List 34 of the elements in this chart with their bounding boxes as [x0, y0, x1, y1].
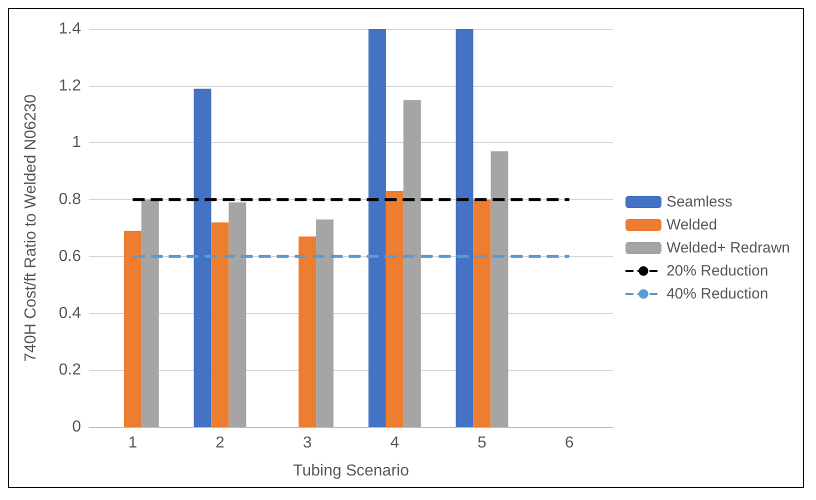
y-tick-label: 0.2 — [58, 362, 82, 379]
x-tick-label: 1 — [128, 434, 138, 452]
bar — [403, 100, 421, 427]
legend-label: Seamless — [666, 194, 732, 210]
bar — [490, 151, 508, 427]
bar — [141, 200, 159, 427]
bar — [211, 222, 229, 427]
bar — [473, 200, 491, 427]
legend-label: Welded — [666, 216, 718, 234]
bar — [368, 29, 386, 427]
x-tick-label: 4 — [390, 434, 400, 452]
bar — [228, 202, 246, 427]
y-tick-label: 0 — [72, 418, 82, 436]
x-tick-label: 5 — [478, 434, 487, 452]
legend-label: Welded+ Redrawn — [666, 240, 790, 256]
bar — [194, 88, 212, 427]
y-tick-label: 1 — [72, 134, 82, 152]
y-tick-label: 1.2 — [58, 77, 82, 94]
x-tick-label: 6 — [564, 434, 574, 452]
bar — [298, 236, 316, 427]
y-tick-label: 0.4 — [58, 304, 82, 322]
bar — [316, 219, 334, 427]
bar — [386, 191, 404, 427]
y-tick-label: 0.6 — [58, 248, 82, 265]
x-tick-label: 2 — [216, 434, 225, 452]
legend-label: 40% Reduction — [666, 286, 768, 302]
y-axis-title: 740H Cost/ft Ratio to Welded N06230 — [22, 94, 40, 362]
y-tick-label: 0.8 — [58, 191, 82, 208]
x-axis-title: Tubing Scenario — [293, 462, 410, 480]
bar — [124, 230, 142, 427]
bar — [456, 29, 474, 427]
y-tick-label: 1.4 — [58, 20, 82, 38]
x-tick-label: 3 — [302, 434, 312, 452]
legend-label: 20% Reduction — [666, 262, 768, 280]
